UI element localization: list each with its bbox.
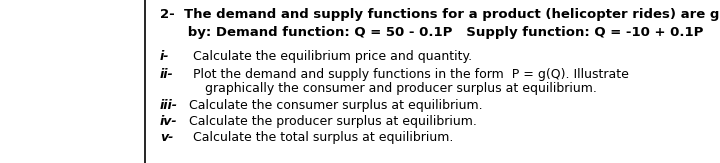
Text: by: Demand function: Q = 50 - 0.1P   Supply function: Q = -10 + 0.1P: by: Demand function: Q = 50 - 0.1P Suppl… — [160, 26, 703, 39]
Text: Calculate the producer surplus at equilibrium.: Calculate the producer surplus at equili… — [185, 115, 477, 128]
Text: Plot the demand and supply functions in the form  P = g(Q). Illustrate: Plot the demand and supply functions in … — [185, 68, 629, 81]
Text: i-: i- — [160, 50, 169, 63]
Text: iii-: iii- — [160, 99, 178, 112]
Text: iv-: iv- — [160, 115, 178, 128]
Text: ii-: ii- — [160, 68, 174, 81]
Text: Calculate the equilibrium price and quantity.: Calculate the equilibrium price and quan… — [185, 50, 472, 63]
Text: Calculate the total surplus at equilibrium.: Calculate the total surplus at equilibri… — [185, 131, 454, 144]
Text: 2-  The demand and supply functions for a product (helicopter rides) are given: 2- The demand and supply functions for a… — [160, 8, 720, 21]
Text: Calculate the consumer surplus at equilibrium.: Calculate the consumer surplus at equili… — [185, 99, 482, 112]
Text: v-: v- — [160, 131, 174, 144]
Text: graphically the consumer and producer surplus at equilibrium.: graphically the consumer and producer su… — [205, 82, 597, 95]
